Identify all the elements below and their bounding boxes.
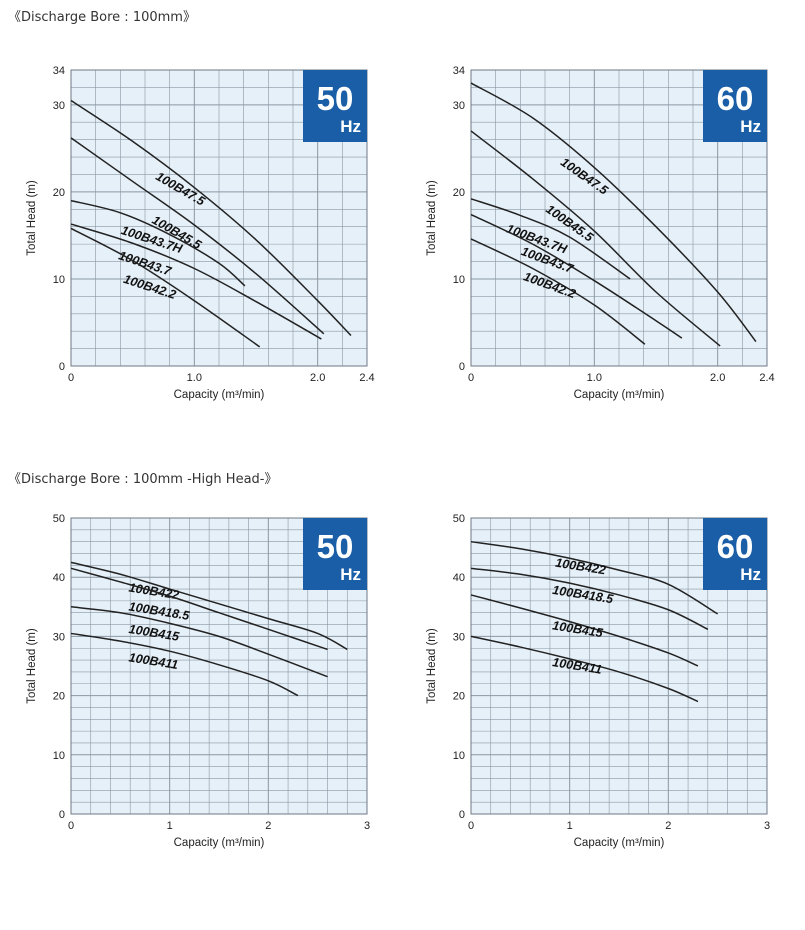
frequency-badge-unit: Hz bbox=[740, 117, 761, 136]
y-tick-label: 10 bbox=[53, 750, 65, 762]
plot-border bbox=[70, 69, 368, 367]
series-line bbox=[470, 635, 699, 703]
x-tick-label: 1.0 bbox=[587, 372, 602, 384]
frequency-badge-unit: Hz bbox=[740, 565, 761, 584]
y-tick-label: 0 bbox=[459, 809, 465, 821]
series-line bbox=[70, 137, 325, 335]
x-tick-label: 0 bbox=[68, 820, 74, 832]
section-title-standard: 《Discharge Bore : 100mm》 bbox=[8, 10, 196, 25]
frequency-badge-number: 60 bbox=[717, 528, 754, 565]
x-tick-label: 3 bbox=[764, 820, 770, 832]
y-axis-title: Total Head (m) bbox=[426, 180, 438, 256]
series-line bbox=[70, 606, 328, 678]
series-line bbox=[70, 223, 322, 340]
series-line bbox=[70, 567, 328, 651]
frequency-badge bbox=[703, 70, 767, 142]
x-tick-label: 1 bbox=[167, 820, 173, 832]
y-tick-label: 0 bbox=[59, 361, 65, 373]
chart-svg: 0 1.0 2.0 2.4 0 10 20 30 34 Capacity (m³/min) Tota… bbox=[426, 65, 775, 401]
plot-border bbox=[70, 517, 368, 815]
frequency-badge-unit: Hz bbox=[340, 565, 361, 584]
x-tick-label: 0 bbox=[468, 372, 474, 384]
y-axis-title: Total Head (m) bbox=[26, 628, 38, 704]
plot-border bbox=[470, 69, 768, 367]
y-tick-label: 10 bbox=[453, 274, 465, 286]
x-tick-label: 1 bbox=[567, 820, 573, 832]
series-line bbox=[470, 82, 757, 343]
x-axis-title: Capacity (m³/min) bbox=[174, 837, 265, 849]
y-tick-label: 30 bbox=[453, 631, 465, 643]
y-tick-label: 10 bbox=[453, 750, 465, 762]
y-tick-label: 20 bbox=[453, 691, 465, 703]
y-tick-label: 34 bbox=[453, 65, 465, 77]
y-tick-label: 40 bbox=[453, 572, 465, 584]
y-tick-label: 34 bbox=[53, 65, 65, 77]
section-title-high-head: 《Discharge Bore : 100mm -High Head-》 bbox=[8, 472, 278, 487]
series-line bbox=[70, 632, 299, 697]
frequency-badge-number: 50 bbox=[317, 80, 354, 117]
series-line bbox=[70, 199, 246, 287]
y-tick-label: 10 bbox=[53, 274, 65, 286]
series-line bbox=[470, 594, 699, 667]
chart-svg: 0 1.0 2.0 2.4 0 10 20 30 34 Capacity (m³/min) Tota… bbox=[26, 65, 375, 401]
y-tick-label: 20 bbox=[53, 187, 65, 199]
frequency-badge-unit: Hz bbox=[340, 117, 361, 136]
x-tick-label: 2 bbox=[265, 820, 271, 832]
plot-border bbox=[470, 517, 768, 815]
series-line bbox=[470, 130, 721, 347]
x-axis-title: Capacity (m³/min) bbox=[574, 837, 665, 849]
chart-standard-50hz: 0 1.0 2.0 2.4 0 10 20 30 34 Capacity (m³/min) Tota… bbox=[20, 62, 420, 482]
series-line bbox=[470, 213, 683, 339]
series-line bbox=[470, 540, 719, 615]
x-axis-title: Capacity (m³/min) bbox=[174, 389, 265, 401]
chart-high-head-50hz: 0 1 2 3 0 10 20 30 40 50 Capacity (m³/min) Total He… bbox=[20, 510, 420, 930]
y-axis-title: Total Head (m) bbox=[426, 628, 438, 704]
series-line bbox=[70, 561, 348, 651]
series-line bbox=[470, 567, 709, 630]
x-tick-label: 2.0 bbox=[310, 372, 325, 384]
chart-standard-60hz: 0 1.0 2.0 2.4 0 10 20 30 34 Capacity (m³/min) Tota… bbox=[420, 62, 805, 482]
x-tick-label: 1.0 bbox=[187, 372, 202, 384]
y-tick-label: 40 bbox=[53, 572, 65, 584]
x-tick-label: 2 bbox=[665, 820, 671, 832]
y-tick-label: 0 bbox=[59, 809, 65, 821]
series-line bbox=[70, 227, 261, 348]
y-axis-title: Total Head (m) bbox=[26, 180, 38, 256]
x-tick-label: 0 bbox=[468, 820, 474, 832]
x-tick-label: 3 bbox=[364, 820, 370, 832]
series-line bbox=[470, 198, 631, 280]
y-tick-label: 50 bbox=[453, 513, 465, 525]
y-tick-label: 30 bbox=[453, 100, 465, 112]
y-tick-label: 0 bbox=[459, 361, 465, 373]
series-line bbox=[70, 99, 352, 337]
frequency-badge bbox=[303, 518, 367, 590]
series-line bbox=[470, 238, 646, 345]
x-tick-label: 0 bbox=[68, 372, 74, 384]
frequency-badge-number: 50 bbox=[317, 528, 354, 565]
x-tick-label: 2.0 bbox=[710, 372, 725, 384]
frequency-badge-number: 60 bbox=[717, 80, 754, 117]
x-axis-title: Capacity (m³/min) bbox=[574, 389, 665, 401]
frequency-badge bbox=[703, 518, 767, 590]
x-tick-label: 2.4 bbox=[359, 372, 374, 384]
y-tick-label: 20 bbox=[453, 187, 465, 199]
y-tick-label: 30 bbox=[53, 631, 65, 643]
y-tick-label: 20 bbox=[53, 691, 65, 703]
x-tick-label: 2.4 bbox=[759, 372, 774, 384]
frequency-badge bbox=[303, 70, 367, 142]
y-tick-label: 30 bbox=[53, 100, 65, 112]
chart-high-head-60hz: 0 1 2 3 0 10 20 30 40 50 Capacity (m³/min) Total He… bbox=[420, 510, 805, 930]
y-tick-label: 50 bbox=[53, 513, 65, 525]
